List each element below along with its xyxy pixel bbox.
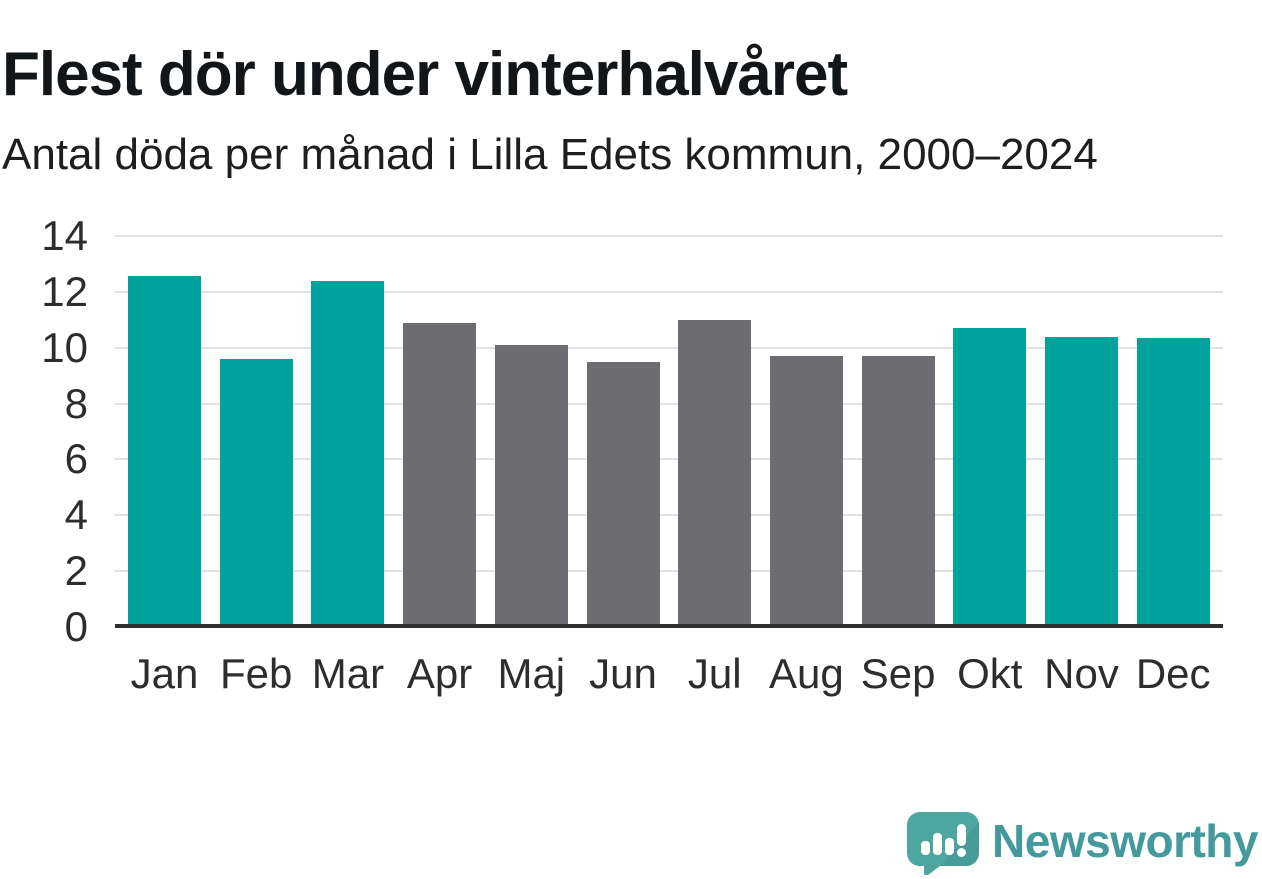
y-tick-10: 10 (41, 323, 88, 371)
bar-apr (403, 322, 477, 627)
x-tick-dec: Dec (1135, 650, 1211, 697)
x-tick-sep: Sep (860, 650, 936, 697)
x-tick-maj: Maj (497, 650, 566, 697)
bar-nov (1045, 336, 1118, 627)
y-tick-2: 2 (64, 547, 88, 595)
gridline-6 (115, 458, 1223, 461)
bar-maj (494, 344, 568, 627)
bar-aug (769, 356, 843, 627)
newsworthy-logo-icon (907, 812, 980, 875)
y-tick-12: 12 (41, 267, 88, 315)
bar-chart: 0 2 4 6 8 10 12 14 Jan Feb Mar Apr Maj Jun Jul Aug Sep O… (0, 215, 1262, 716)
chart-subtitle: Antal döda per månad i Lilla Edets kommu… (2, 130, 1098, 179)
y-tick-4: 4 (64, 491, 88, 539)
gridline-10 (115, 346, 1223, 349)
y-tick-0: 0 (64, 603, 88, 650)
y-tick-8: 8 (64, 379, 88, 427)
bar-okt (953, 328, 1027, 627)
y-tick-14: 14 (41, 212, 88, 259)
gridline-2 (115, 570, 1223, 573)
bar-jul (678, 319, 752, 627)
x-tick-apr: Apr (406, 650, 473, 697)
chart-title: Flest dör under vinterhalvåret (2, 39, 848, 109)
bar-dec (1136, 337, 1210, 627)
gridline-14 (115, 235, 1223, 237)
gridline-12 (115, 290, 1223, 293)
bar-sep (861, 356, 935, 627)
x-tick-jul: Jul (687, 650, 742, 697)
x-tick-jan: Jan (130, 650, 199, 697)
bar-jan (128, 276, 201, 627)
bar-jun (586, 361, 660, 627)
x-tick-mar: Mar (311, 650, 385, 697)
y-axis-labels: 0 2 4 6 8 10 12 14 (0, 215, 88, 648)
x-tick-jun: Jun (589, 650, 657, 697)
bar-feb (219, 358, 293, 627)
gridline-4 (115, 514, 1223, 517)
gridline-8 (115, 402, 1223, 405)
newsworthy-logo: Newsworthy (906, 811, 1258, 875)
x-tick-nov: Nov (1044, 650, 1119, 697)
plot-area: Jan Feb Mar Apr Maj Jun Jul Aug Sep Okt Nov Dec (115, 235, 1223, 695)
x-tick-aug: Aug (769, 650, 844, 697)
x-tick-okt: Okt (957, 650, 1023, 697)
y-tick-6: 6 (64, 435, 88, 483)
bar-mar (311, 280, 385, 627)
x-axis-line (115, 624, 1223, 628)
newsworthy-wordmark: Newsworthy (992, 815, 1258, 867)
x-tick-feb: Feb (220, 650, 293, 697)
